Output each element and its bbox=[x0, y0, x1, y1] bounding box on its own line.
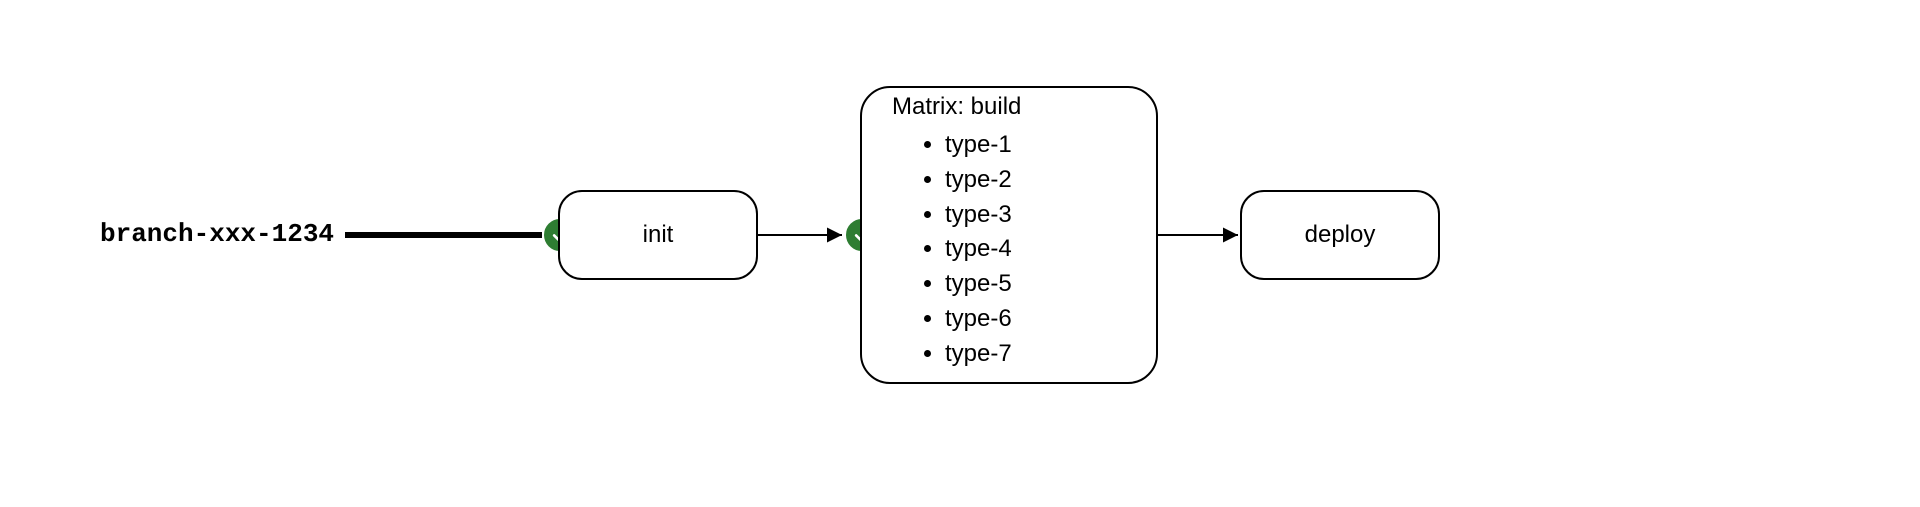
edge-branch-to-init bbox=[345, 229, 542, 241]
list-item: type-6 bbox=[945, 302, 1012, 337]
edge-init-to-matrix bbox=[758, 223, 844, 247]
node-init-label: init bbox=[560, 221, 756, 249]
list-item: type-3 bbox=[945, 198, 1012, 233]
list-item: type-1 bbox=[945, 128, 1012, 163]
node-deploy-label: deploy bbox=[1242, 221, 1438, 249]
list-item: type-2 bbox=[945, 163, 1012, 198]
node-init: init bbox=[558, 190, 758, 280]
edge-matrix-to-deploy bbox=[1158, 223, 1240, 247]
list-item: type-7 bbox=[945, 337, 1012, 372]
node-matrix-title: Matrix: build bbox=[892, 93, 1021, 121]
pipeline-diagram: branch-xxx-1234 init Matrix: build type-… bbox=[0, 0, 1920, 507]
node-deploy: deploy bbox=[1240, 190, 1440, 280]
branch-label: branch-xxx-1234 bbox=[100, 219, 334, 249]
list-item: type-4 bbox=[945, 232, 1012, 267]
node-matrix-list: type-1 type-2 type-3 type-4 type-5 type-… bbox=[917, 128, 1012, 372]
list-item: type-5 bbox=[945, 267, 1012, 302]
node-matrix: Matrix: build type-1 type-2 type-3 type-… bbox=[860, 86, 1158, 384]
